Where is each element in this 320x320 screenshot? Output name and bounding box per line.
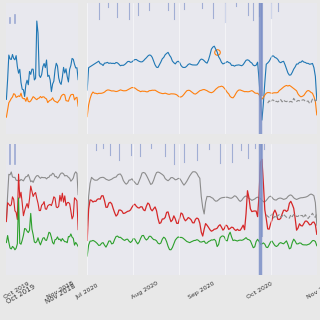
Text: Nov 2018: Nov 2018 [44,283,76,305]
Text: Jul 2020: Jul 2020 [75,283,100,300]
Text: Oct 2019: Oct 2019 [4,281,31,300]
Text: Nov 20: Nov 20 [306,284,320,300]
Text: Nov 2018: Nov 2018 [46,280,75,300]
Text: Aug 2020: Aug 2020 [130,280,159,300]
Text: Oct 2020: Oct 2020 [246,281,273,300]
Text: Oct 2019: Oct 2019 [5,284,36,305]
Text: Sep 2020: Sep 2020 [188,281,216,300]
